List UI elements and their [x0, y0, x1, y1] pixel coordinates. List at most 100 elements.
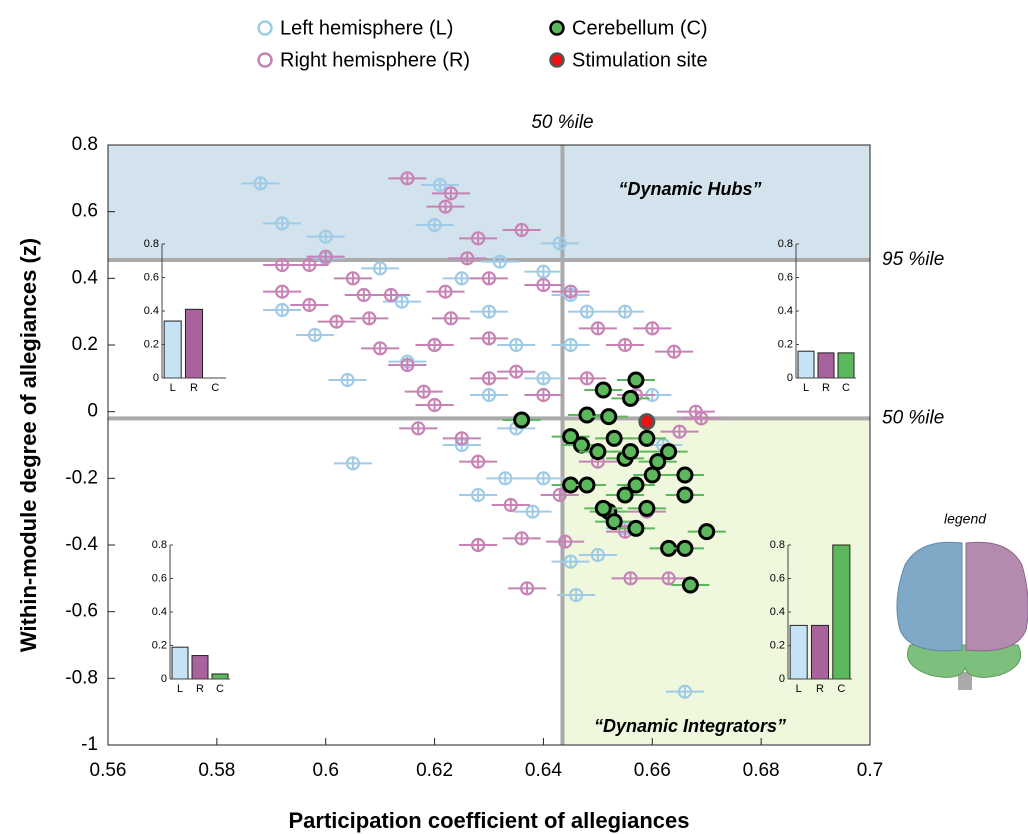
point: [492, 254, 507, 269]
point: [536, 277, 551, 293]
point: [590, 547, 605, 563]
x-tick-label: R: [822, 382, 830, 394]
point: [558, 534, 573, 549]
inset: L R C00.20.40.60.8: [152, 539, 230, 695]
point: [454, 431, 469, 446]
point: [536, 264, 551, 279]
point: [275, 302, 290, 318]
point: [438, 284, 453, 299]
y-tick-label: -1: [81, 734, 98, 755]
bar: [184, 308, 204, 379]
point: [694, 411, 709, 426]
x-tick-label: C: [211, 382, 219, 394]
x-tick-label: L: [796, 683, 802, 695]
series: [502, 371, 726, 594]
y-tick-label: 0.2: [770, 639, 785, 651]
point: [536, 471, 551, 486]
x-tick-label: 0.68: [743, 760, 780, 781]
point: [302, 297, 317, 313]
point: [345, 271, 361, 286]
point: [481, 371, 497, 386]
point: [373, 341, 388, 356]
point: [481, 331, 497, 346]
point: [432, 177, 448, 193]
point: [536, 387, 551, 403]
point: [562, 428, 580, 446]
point: [519, 581, 535, 596]
point: [552, 236, 567, 251]
brain-right: [965, 541, 1028, 652]
point: [672, 424, 687, 439]
legend-marker: [257, 20, 273, 36]
y-tick-label: 0.4: [144, 305, 159, 317]
point: [660, 443, 678, 461]
point: [438, 199, 453, 214]
y-tick-label: 0.4: [72, 267, 99, 288]
point: [471, 231, 486, 246]
point: [356, 287, 371, 303]
point: [594, 381, 612, 399]
point: [622, 389, 640, 407]
point: [681, 576, 699, 594]
point: [568, 587, 584, 603]
region: [108, 145, 870, 260]
x-tick-label: L: [170, 382, 176, 394]
y-tick-label: 0.2: [144, 338, 159, 350]
y-tick-label: 0.8: [152, 539, 167, 551]
point: [594, 499, 612, 517]
y-tick-label: -0.4: [65, 534, 98, 555]
point: [676, 539, 694, 557]
brain-stem: [958, 672, 972, 690]
point: [605, 513, 623, 531]
y-tick-label: 0.8: [778, 238, 793, 250]
point: [573, 436, 591, 454]
inset: L R C00.20.40.60.8: [778, 238, 856, 394]
point: [525, 504, 540, 519]
point: [400, 171, 415, 186]
x-tick-label: 0.66: [634, 760, 671, 781]
x-tick-label: 0.6: [313, 760, 339, 781]
point: [590, 321, 605, 336]
point: [307, 327, 322, 343]
main-plot: 50 %ile 95 %ile 50 %ile “Dynamic Hubs” “Dyna…: [16, 17, 945, 833]
point: [340, 372, 355, 388]
brain-legend: legend: [896, 511, 1028, 690]
legend-label: Cerebellum (C): [572, 17, 708, 39]
point: [627, 519, 645, 537]
point: [622, 443, 640, 461]
bar: [797, 350, 815, 379]
point: [481, 387, 497, 403]
point: [645, 321, 660, 336]
point: [275, 284, 290, 299]
point: [552, 487, 567, 503]
bar: [171, 646, 189, 680]
point: [318, 229, 333, 244]
x-tick-label: 0.7: [857, 760, 883, 781]
y-tick-label: 0.4: [778, 305, 793, 317]
y-tick-label: 0.4: [152, 606, 167, 618]
point: [471, 487, 486, 503]
y-tick-label: 0.6: [778, 271, 793, 283]
point: [563, 554, 578, 569]
point: [605, 429, 623, 447]
y-tick-label: 0.6: [152, 572, 167, 584]
point: [616, 486, 634, 504]
point: [471, 454, 486, 469]
point: [400, 357, 415, 373]
region-label: “Dynamic Integrators”: [594, 716, 786, 736]
y-tick-label: 0: [153, 372, 159, 384]
point: [661, 571, 676, 586]
point: [443, 186, 458, 201]
point: [460, 251, 475, 266]
reference-label: 50 %ile: [531, 112, 593, 133]
legend-marker: [549, 52, 565, 68]
y-axis-label: Within-module degree of allegiances (z): [16, 238, 41, 652]
point: [514, 222, 529, 238]
point: [383, 287, 399, 303]
y-tick-label: 0.6: [72, 201, 98, 222]
point: [600, 408, 618, 426]
legend-marker: [549, 20, 565, 36]
point: [302, 257, 317, 273]
inset: L R C00.20.40.60.8: [770, 539, 852, 695]
